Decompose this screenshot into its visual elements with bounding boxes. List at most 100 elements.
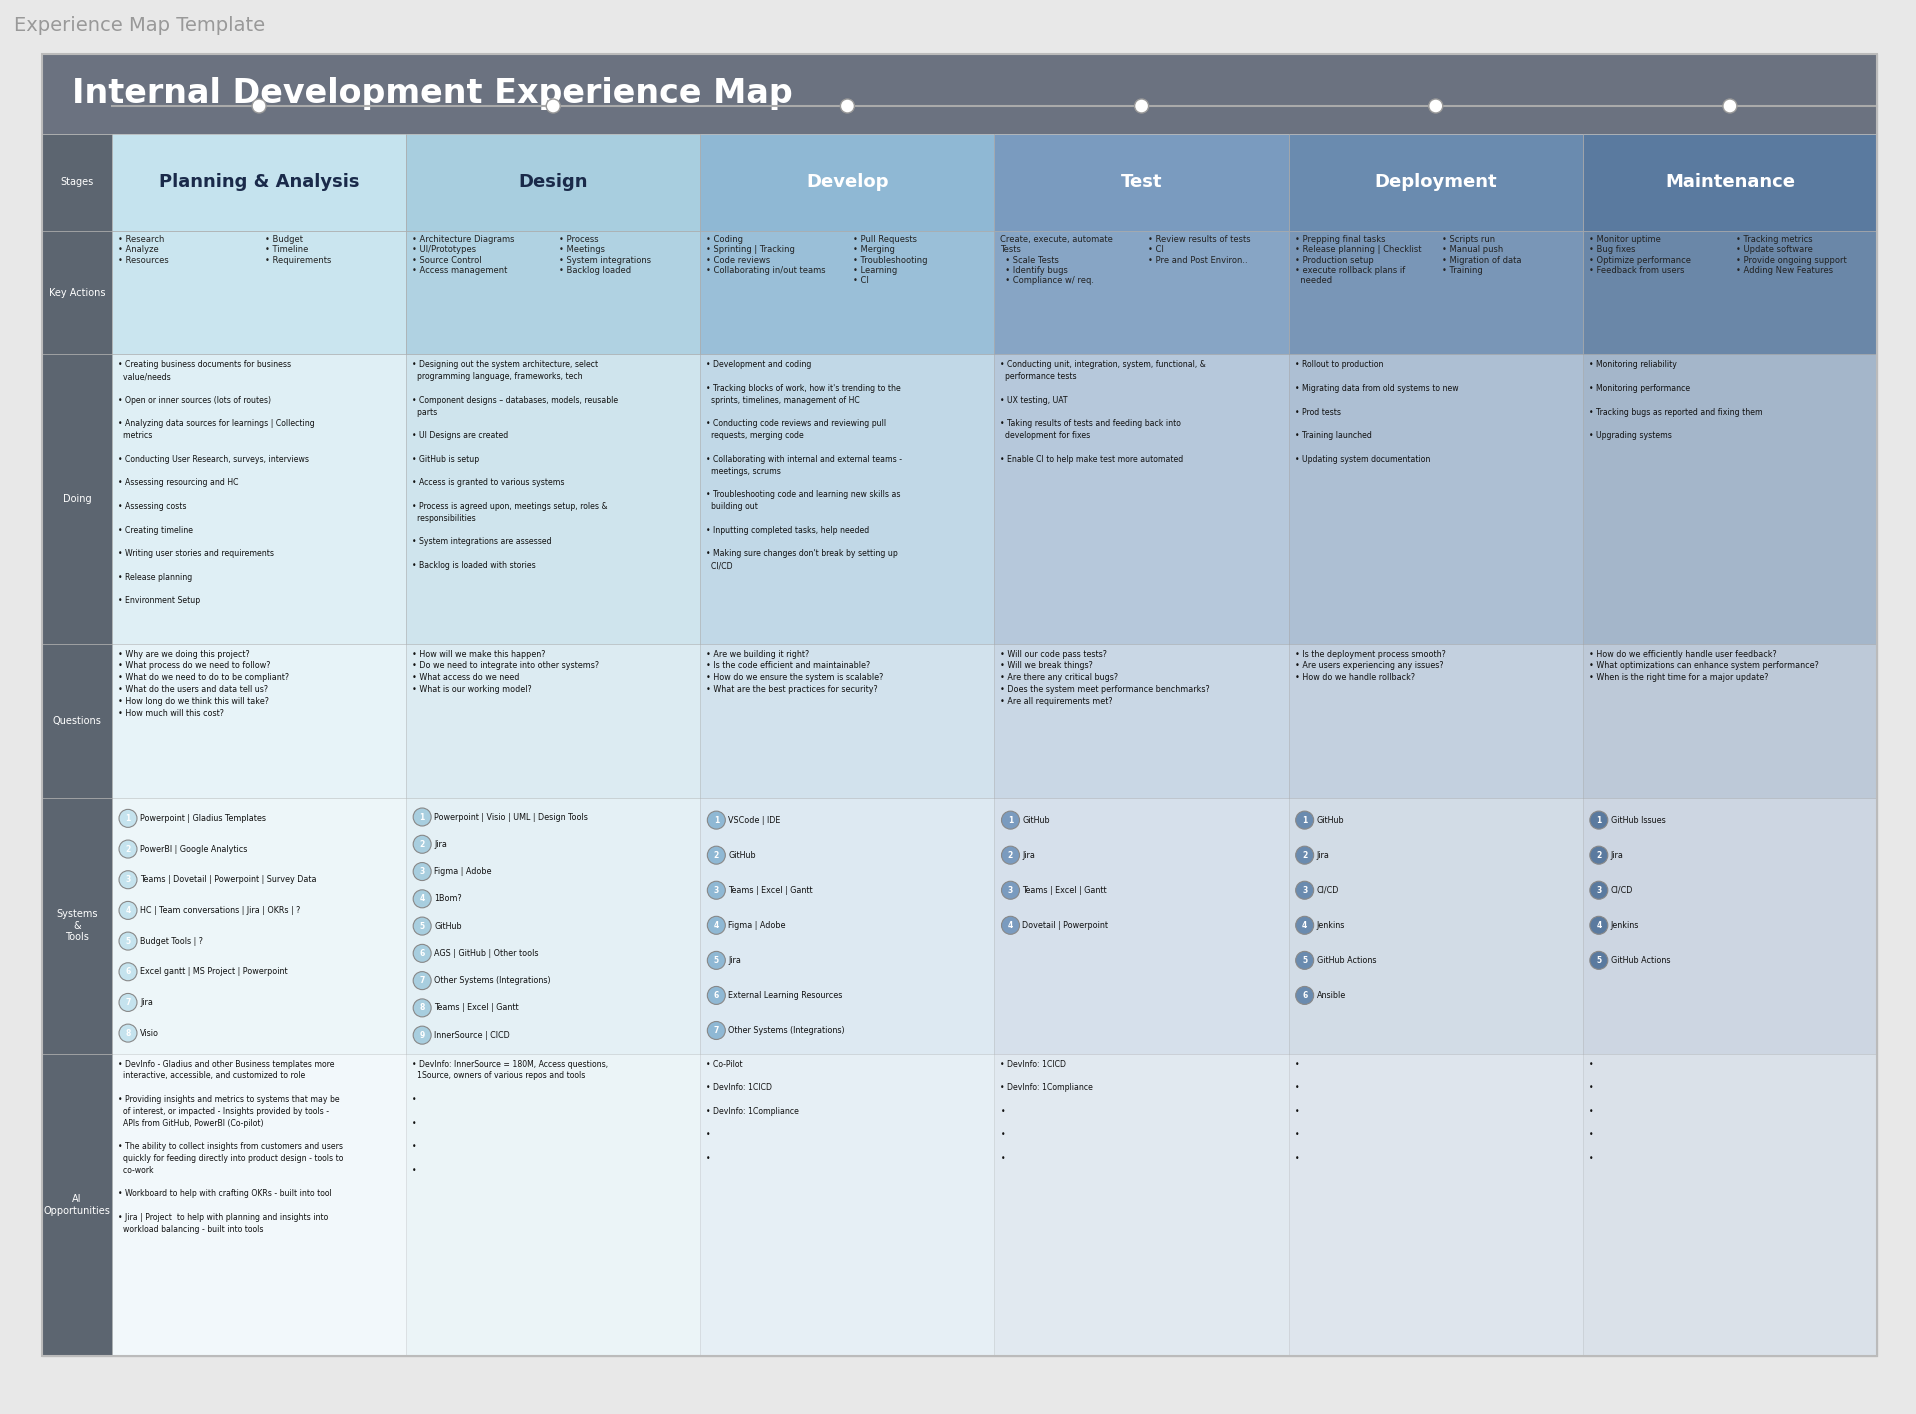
Text: 3: 3 <box>1008 885 1014 895</box>
Circle shape <box>707 881 726 899</box>
Bar <box>42 643 111 797</box>
Bar <box>406 355 701 643</box>
Bar <box>994 1053 1289 1356</box>
Text: • Development and coding

• Tracking blocks of work, how it's trending to the
  : • Development and coding • Tracking bloc… <box>707 361 902 570</box>
Text: • Is the deployment process smooth?
• Are users experiencing any issues?
• How d: • Is the deployment process smooth? • Ar… <box>1295 649 1445 682</box>
Text: • Co-Pilot

• DevInfo: 1CICD

• DevInfo: 1Compliance

•

•: • Co-Pilot • DevInfo: 1CICD • DevInfo: 1… <box>707 1059 799 1162</box>
Bar <box>1289 1053 1583 1356</box>
Text: Jira: Jira <box>435 840 446 848</box>
Circle shape <box>414 945 431 963</box>
Text: GitHub Actions: GitHub Actions <box>1611 956 1671 964</box>
Text: 2: 2 <box>1008 851 1014 860</box>
Text: AI
Opportunities: AI Opportunities <box>44 1193 111 1216</box>
Text: Maintenance: Maintenance <box>1665 174 1795 191</box>
Circle shape <box>707 1021 726 1039</box>
Text: GitHub: GitHub <box>728 851 757 860</box>
Text: 6: 6 <box>713 991 718 1000</box>
Text: 8: 8 <box>125 1028 130 1038</box>
Text: • Process
• Meetings
• System integrations
• Backlog loaded: • Process • Meetings • System integratio… <box>559 235 651 274</box>
Text: • How do we efficiently handle user feedback?
• What optimizations can enhance s: • How do we efficiently handle user feed… <box>1588 649 1818 682</box>
Circle shape <box>1590 952 1608 970</box>
Text: GitHub: GitHub <box>1316 816 1345 824</box>
Text: HC | Team conversations | Jira | OKRs | ?: HC | Team conversations | Jira | OKRs | … <box>140 906 301 915</box>
Text: • Review results of tests
• CI
• Pre and Post Environ..: • Review results of tests • CI • Pre and… <box>1148 235 1251 264</box>
Bar <box>701 355 994 643</box>
Text: Other Systems (Integrations): Other Systems (Integrations) <box>728 1027 845 1035</box>
Text: InnerSource | CICD: InnerSource | CICD <box>435 1031 510 1039</box>
Circle shape <box>253 99 266 113</box>
Bar <box>406 230 701 355</box>
Bar <box>1289 230 1583 355</box>
Text: Develop: Develop <box>807 174 889 191</box>
Text: 3: 3 <box>125 875 130 884</box>
Text: Powerpoint | Visio | UML | Design Tools: Powerpoint | Visio | UML | Design Tools <box>435 813 588 822</box>
Circle shape <box>1722 99 1738 113</box>
Text: Experience Map Template: Experience Map Template <box>13 16 264 35</box>
Bar <box>701 230 994 355</box>
Text: 1: 1 <box>1596 816 1602 824</box>
Text: Key Actions: Key Actions <box>48 287 105 297</box>
Text: GitHub Actions: GitHub Actions <box>1316 956 1376 964</box>
Text: GitHub: GitHub <box>435 922 462 930</box>
Bar <box>111 643 406 797</box>
Text: 4: 4 <box>420 894 425 904</box>
Circle shape <box>1590 881 1608 899</box>
Circle shape <box>119 871 138 889</box>
Text: 1: 1 <box>125 814 130 823</box>
Text: 8: 8 <box>420 1004 425 1012</box>
Text: •

•

•

•

•: • • • • • <box>1295 1059 1299 1162</box>
Circle shape <box>414 863 431 881</box>
Bar <box>701 643 994 797</box>
Bar <box>701 797 994 1053</box>
Text: CI/CD: CI/CD <box>1316 885 1339 895</box>
Text: 1: 1 <box>713 816 718 824</box>
Circle shape <box>119 901 138 919</box>
Text: Figma | Adobe: Figma | Adobe <box>728 921 786 930</box>
Circle shape <box>841 99 855 113</box>
Bar <box>42 355 111 643</box>
Bar <box>994 355 1289 643</box>
Text: 7: 7 <box>420 976 425 986</box>
Text: Jenkins: Jenkins <box>1316 921 1345 930</box>
Bar <box>406 134 701 230</box>
Bar <box>111 230 406 355</box>
Text: Dovetail | Powerpoint: Dovetail | Powerpoint <box>1023 921 1109 930</box>
Text: • Will our code pass tests?
• Will we break things?
• Are there any critical bug: • Will our code pass tests? • Will we br… <box>1000 649 1211 706</box>
Bar <box>111 797 406 1053</box>
Bar <box>1583 797 1878 1053</box>
Text: GitHub Issues: GitHub Issues <box>1611 816 1665 824</box>
Bar <box>1583 355 1878 643</box>
Text: • Coding
• Sprinting | Tracking
• Code reviews
• Collaborating in/out teams: • Coding • Sprinting | Tracking • Code r… <box>707 235 826 274</box>
Circle shape <box>119 809 138 827</box>
Text: Jenkins: Jenkins <box>1611 921 1640 930</box>
Text: 4: 4 <box>1303 921 1307 930</box>
Text: Teams | Excel | Gantt: Teams | Excel | Gantt <box>728 885 812 895</box>
Text: • Architecture Diagrams
• UI/Prototypes
• Source Control
• Access management: • Architecture Diagrams • UI/Prototypes … <box>412 235 515 274</box>
Text: AGS | GitHub | Other tools: AGS | GitHub | Other tools <box>435 949 538 957</box>
Text: • Budget
• Timeline
• Requirements: • Budget • Timeline • Requirements <box>264 235 331 264</box>
Text: Teams | Dovetail | Powerpoint | Survey Data: Teams | Dovetail | Powerpoint | Survey D… <box>140 875 316 884</box>
Circle shape <box>414 918 431 935</box>
Text: 3: 3 <box>713 885 718 895</box>
Text: 1: 1 <box>1008 816 1014 824</box>
Text: Powerpoint | Gladius Templates: Powerpoint | Gladius Templates <box>140 814 266 823</box>
Text: •

•

•

•

•: • • • • • <box>1588 1059 1594 1162</box>
Text: 2: 2 <box>1596 851 1602 860</box>
Text: Test: Test <box>1121 174 1163 191</box>
Circle shape <box>414 807 431 826</box>
Circle shape <box>1590 846 1608 864</box>
Text: 5: 5 <box>1596 956 1602 964</box>
Bar <box>994 230 1289 355</box>
Bar <box>1583 643 1878 797</box>
Text: Questions: Questions <box>52 715 102 725</box>
Bar <box>406 643 701 797</box>
Circle shape <box>119 932 138 950</box>
Text: Figma | Adobe: Figma | Adobe <box>435 867 492 877</box>
Circle shape <box>707 916 726 935</box>
Bar <box>701 134 994 230</box>
Bar <box>701 1053 994 1356</box>
Bar <box>111 355 406 643</box>
Bar <box>42 134 111 230</box>
Circle shape <box>1002 916 1019 935</box>
Circle shape <box>119 840 138 858</box>
